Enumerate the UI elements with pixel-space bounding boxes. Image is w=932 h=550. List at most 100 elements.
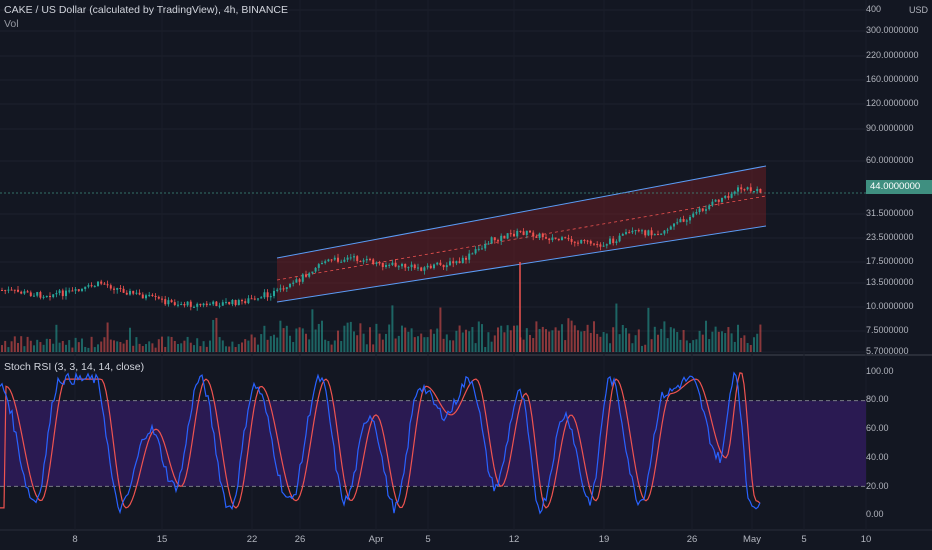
volume-bar <box>429 329 432 352</box>
candle-body <box>109 285 112 289</box>
candle-body <box>705 209 707 211</box>
candle-body <box>237 300 240 306</box>
candle-body <box>215 301 218 307</box>
candle-body <box>225 301 227 303</box>
candle-body <box>474 249 477 254</box>
candle-body <box>17 289 19 292</box>
candle-body <box>529 230 531 233</box>
candle-body <box>551 237 554 241</box>
volume-bar <box>404 327 407 352</box>
candle-body <box>346 257 349 260</box>
candle-body <box>433 264 435 269</box>
candle-body <box>33 295 35 297</box>
candle-body <box>330 259 333 261</box>
candle-body <box>391 262 394 265</box>
candle-body <box>378 262 381 264</box>
candle-body <box>621 233 624 236</box>
candle-body <box>567 238 570 240</box>
volume-bar <box>359 323 362 352</box>
volume-bar <box>42 344 45 352</box>
candle-body <box>173 302 176 305</box>
candle-body <box>180 304 183 306</box>
candle-body <box>625 232 627 234</box>
candle-body <box>61 290 64 297</box>
volume-bar <box>273 334 275 352</box>
candle-body <box>337 257 339 262</box>
candle-body <box>167 300 170 305</box>
candle-body <box>669 226 672 230</box>
candle-body <box>743 189 746 191</box>
volume-bar <box>423 337 426 352</box>
volume-bar <box>170 336 173 352</box>
volume-bar <box>237 344 240 352</box>
candle-body <box>423 267 426 271</box>
volume-bar <box>669 327 672 352</box>
candle-body <box>417 267 419 269</box>
volume-bar <box>132 345 135 352</box>
volume-bar <box>420 333 423 352</box>
candle-body <box>138 292 141 295</box>
time-axis-tick: 19 <box>598 534 610 545</box>
volume-bar <box>212 319 215 352</box>
candle-body <box>45 295 48 297</box>
volume-bar <box>327 341 330 352</box>
volume-bar <box>29 340 32 352</box>
candle-body <box>199 303 202 306</box>
candle-body <box>1 290 3 291</box>
candle-body <box>730 193 733 198</box>
candle-body <box>458 261 461 264</box>
candle-body <box>561 237 563 241</box>
currency-label[interactable]: USD <box>908 5 928 15</box>
candle-body <box>557 238 560 241</box>
candle-body <box>404 263 407 268</box>
candle-body <box>106 284 109 286</box>
candle-body <box>266 292 269 298</box>
volume-bar <box>557 330 560 352</box>
volume-bar <box>61 340 64 352</box>
volume-bar <box>356 335 359 352</box>
volume-bar <box>199 346 202 352</box>
volume-bar <box>433 333 435 352</box>
candle-body <box>81 288 83 291</box>
candle-body <box>541 233 544 238</box>
volume-bar <box>487 332 490 352</box>
candle-body <box>538 233 541 238</box>
candle-body <box>644 230 647 236</box>
price-axis-tick: 120.0000000 <box>866 98 919 108</box>
volume-bar <box>561 324 563 352</box>
volume-bar <box>413 337 416 352</box>
volume-bar <box>394 338 397 352</box>
candle-body <box>269 296 272 298</box>
candle-body <box>711 201 714 206</box>
volume-bar <box>305 333 307 352</box>
volume-bar <box>593 321 595 352</box>
candle-body <box>657 234 659 236</box>
time-axis-tick: 22 <box>246 534 258 545</box>
candle-body <box>695 212 698 214</box>
price-axis-tick: 31.5000000 <box>866 208 914 218</box>
volume-bar <box>756 333 759 352</box>
candle-body <box>39 292 42 298</box>
stoch-rsi-title: Stoch RSI (3, 3, 14, 14, close) <box>4 361 145 373</box>
volume-bar <box>641 345 643 352</box>
candle-body <box>445 265 448 268</box>
volume-bar <box>100 341 103 352</box>
candle-body <box>218 305 221 307</box>
volume-bar <box>26 336 29 352</box>
candle-body <box>305 274 307 277</box>
candle-body <box>4 290 7 292</box>
candle-body <box>189 301 192 307</box>
candle-body <box>605 244 608 246</box>
volume-bar <box>183 340 186 352</box>
volume-bar <box>740 337 743 352</box>
price-chart-title: CAKE / US Dollar (calculated by TradingV… <box>4 4 289 16</box>
volume-bar <box>538 329 541 352</box>
volume-bar <box>506 325 509 352</box>
candle-body <box>295 279 298 283</box>
volume-bar <box>474 343 477 352</box>
candle-body <box>77 289 80 291</box>
volume-bar <box>141 346 144 352</box>
candle-body <box>20 291 23 294</box>
candle-body <box>545 237 547 239</box>
